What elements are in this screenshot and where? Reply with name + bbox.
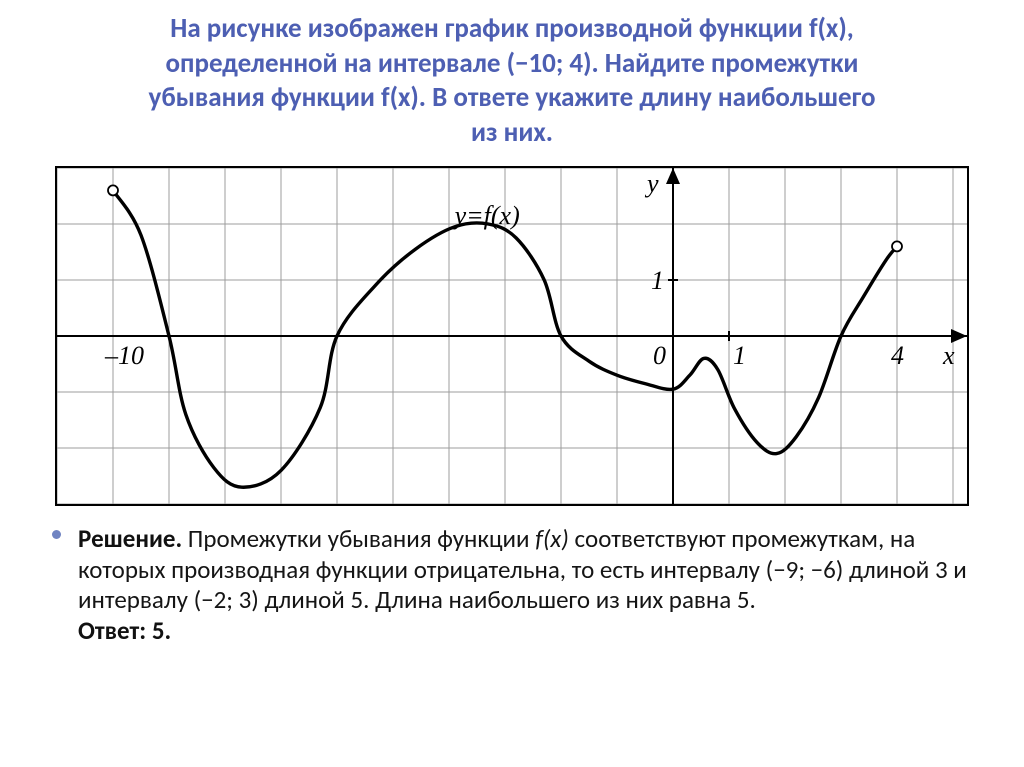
svg-text:1: 1	[733, 341, 746, 370]
chart-container: –10 0 1 4 x 1 y y=f(x)	[28, 164, 996, 510]
answer-label: Ответ: 5.	[78, 615, 171, 646]
svg-text:1: 1	[651, 266, 664, 295]
svg-text:x: x	[942, 341, 955, 370]
title-line-4: из них.	[471, 116, 553, 149]
solution-fx: f(x)	[535, 523, 569, 554]
solution-part1: Промежутки убывания функции	[182, 523, 535, 554]
title-line-1: На рисунке изображен график производной …	[170, 12, 853, 45]
svg-text:y: y	[644, 169, 659, 198]
bullet-icon	[52, 530, 61, 539]
svg-text:y=f(x): y=f(x)	[452, 201, 520, 230]
solution-text: Решение. Промежутки убывания функции f(x…	[78, 524, 988, 646]
chart-frame: –10 0 1 4 x 1 y y=f(x)	[55, 166, 969, 506]
solution-block: Решение. Промежутки убывания функции f(x…	[78, 524, 988, 646]
svg-text:4: 4	[891, 341, 904, 370]
title-line-3: убывания функции f(x). В ответе укажите …	[149, 81, 876, 114]
derivative-chart: –10 0 1 4 x 1 y y=f(x)	[57, 168, 967, 504]
title-line-2: определенной на интервале (−10; 4). Найд…	[166, 47, 859, 80]
svg-text:0: 0	[653, 341, 666, 370]
solution-lead: Решение.	[78, 523, 182, 554]
problem-title: На рисунке изображен график производной …	[28, 12, 996, 150]
svg-text:–10: –10	[104, 341, 144, 370]
